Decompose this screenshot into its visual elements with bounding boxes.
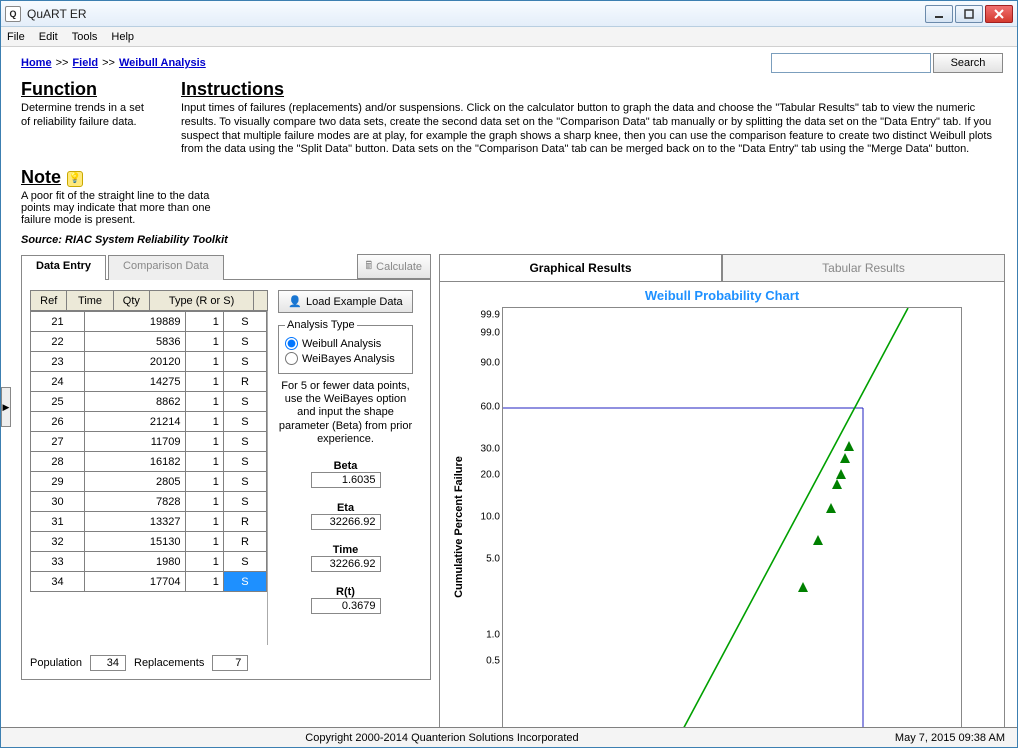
col-time[interactable]: Time [67,291,113,311]
chart-plot-area [502,307,962,727]
table-row[interactable]: 32151301R [31,532,267,552]
menubar: File Edit Tools Help [1,27,1017,47]
breadcrumb-field[interactable]: Field [72,57,98,69]
col-type[interactable]: Type (R or S) [150,291,254,311]
breadcrumb-home[interactable]: Home [21,57,52,69]
maximize-button[interactable] [955,5,983,23]
titlebar: Q QuART ER [1,1,1017,27]
statusbar: Copyright 2000-2014 Quanterion Solutions… [1,727,1017,747]
menu-edit[interactable]: Edit [39,31,58,43]
table-row[interactable]: 31133271R [31,512,267,532]
lightbulb-icon: 💡 [67,171,83,187]
table-row[interactable]: 2928051S [31,472,267,492]
table-row[interactable]: 2588621S [31,392,267,412]
minimize-button[interactable] [925,5,953,23]
menu-tools[interactable]: Tools [72,31,98,43]
heading-function: Function [21,79,151,100]
table-row[interactable]: 24142751R [31,372,267,392]
source-line: Source: RIAC System Reliability Toolkit [21,234,241,246]
chart-title: Weibull Probability Chart [450,288,994,303]
analysis-hint: For 5 or fewer data points, use the WeiB… [278,380,413,446]
tab-tabular-results[interactable]: Tabular Results [722,255,1004,282]
replacements-label: Replacements [134,657,204,669]
beta-label: Beta [278,460,413,472]
tab-graphical-results[interactable]: Graphical Results [440,255,722,282]
menu-help[interactable]: Help [111,31,134,43]
col-qty[interactable]: Qty [113,291,149,311]
analysis-type-group: Analysis Type Weibull Analysis WeiBayes … [278,319,413,374]
status-copyright: Copyright 2000-2014 Quanterion Solutions… [1,732,883,744]
col-ref[interactable]: Ref [31,291,67,311]
chart-ylabel: Cumulative Percent Failure [453,456,465,598]
heading-note: Note [21,167,61,188]
time-value: 32266.92 [311,556,381,572]
search-input[interactable] [771,53,931,73]
table-row[interactable]: 28161821S [31,452,267,472]
search-button[interactable]: Search [933,53,1003,73]
eta-value: 32266.92 [311,514,381,530]
menu-file[interactable]: File [7,31,25,43]
app-icon: Q [5,6,21,22]
status-datetime: May 7, 2015 09:38 AM [883,732,1017,744]
tab-comparison-data[interactable]: Comparison Data [108,255,224,280]
calculator-icon: 🖩 [366,257,373,276]
radio-weibayes[interactable]: WeiBayes Analysis [285,352,406,365]
table-row[interactable]: 26212141S [31,412,267,432]
replacements-value: 7 [212,655,248,671]
time-label: Time [278,544,413,556]
table-row[interactable]: 3078281S [31,492,267,512]
person-icon: 👤 [288,295,302,308]
beta-value: 1.6035 [311,472,381,488]
tab-data-entry[interactable]: Data Entry [21,255,106,280]
table-row[interactable]: 21198891S [31,312,267,332]
radio-weibull[interactable]: Weibull Analysis [285,337,406,350]
table-row[interactable]: 2258361S [31,332,267,352]
calculate-button[interactable]: 🖩 Calculate [357,254,431,279]
heading-instructions: Instructions [181,79,1005,100]
function-text: Determine trends in a set of reliability… [21,102,151,130]
population-label: Population [30,657,82,669]
table-row[interactable]: 34177041S [31,572,267,592]
breadcrumb-leaf[interactable]: Weibull Analysis [119,57,206,69]
eta-label: Eta [278,502,413,514]
table-row[interactable]: 27117091S [31,432,267,452]
table-row[interactable]: 3319801S [31,552,267,572]
close-button[interactable] [985,5,1013,23]
side-expand-handle[interactable]: ▶ [1,387,11,427]
population-value: 34 [90,655,126,671]
table-scroll[interactable]: 21198891S2258361S23201201S24142751R25886… [30,311,268,645]
load-example-button[interactable]: 👤 Load Example Data [278,290,413,313]
instructions-text: Input times of failures (replacements) a… [181,102,1005,157]
rt-value: 0.3679 [311,598,381,614]
table-row[interactable]: 23201201S [31,352,267,372]
note-text: A poor fit of the straight line to the d… [21,190,241,226]
rt-label: R(t) [278,586,413,598]
window-title: QuART ER [27,7,925,21]
